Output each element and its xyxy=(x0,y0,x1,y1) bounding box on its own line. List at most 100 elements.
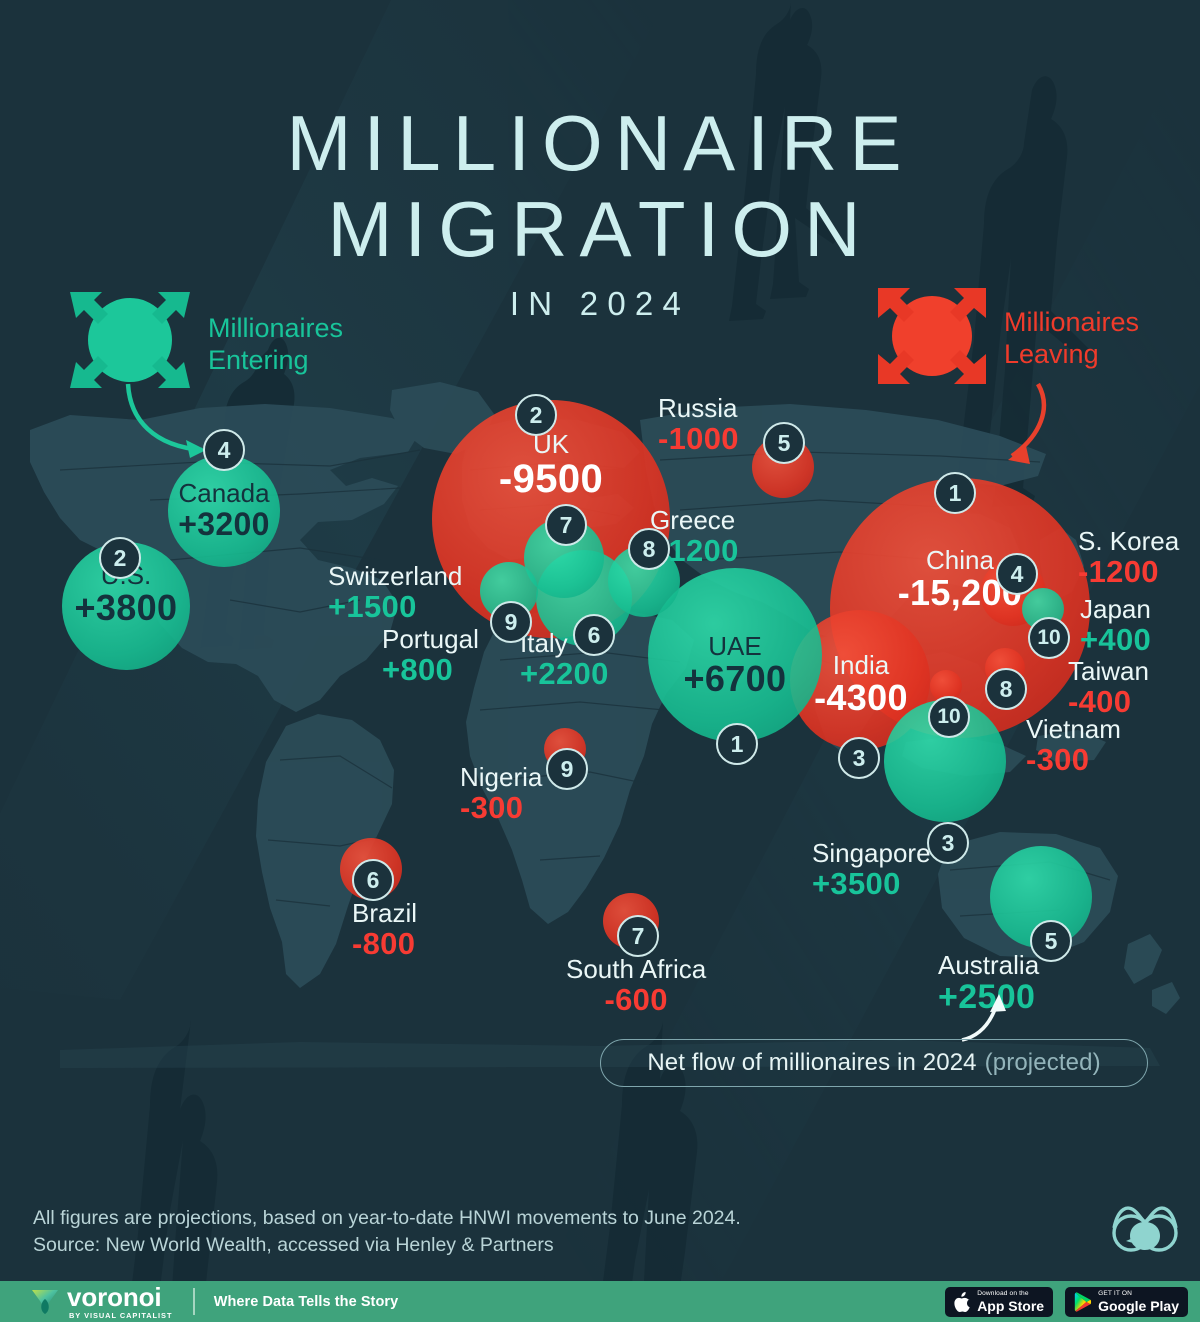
rank-badge-nigeria[interactable]: 9 xyxy=(546,748,588,790)
label-switzerland-value: +1500 xyxy=(328,589,417,624)
label-nigeria: Nigeria -300 xyxy=(460,762,542,824)
label-singapore-value: +3500 xyxy=(812,866,901,901)
title-line-2: MIGRATION xyxy=(327,185,873,273)
label-southafrica-value: -600 xyxy=(604,982,668,1017)
rank-badge-canada[interactable]: 4 xyxy=(203,429,245,471)
footnote-line-2: Source: New World Wealth, accessed via H… xyxy=(33,1234,554,1256)
google-play-big-label: Google Play xyxy=(1098,1298,1179,1315)
visual-capitalist-logo-icon xyxy=(1112,1206,1178,1252)
bubble-canada[interactable] xyxy=(168,455,280,567)
caption-qualifier: (projected) xyxy=(984,1049,1101,1076)
label-portugal: Portugal +800 xyxy=(382,624,479,686)
label-singapore: Singapore +3500 xyxy=(812,838,931,900)
rank-badge-japan[interactable]: 10 xyxy=(1028,617,1070,659)
subtitle: IN 2024 xyxy=(509,285,691,322)
legend-entering-line1: Millionaires xyxy=(208,313,344,343)
label-russia: Russia -1000 xyxy=(658,393,739,455)
entering-pointer-arrow xyxy=(125,383,206,458)
label-skorea-value: -1200 xyxy=(1078,554,1159,589)
voronoi-logo[interactable]: voronoi BY VISUAL CAPITALIST xyxy=(30,1284,172,1319)
label-italy: Italy +2200 xyxy=(520,628,609,690)
rank-badge-southafrica[interactable]: 7 xyxy=(617,915,659,957)
label-uae-value: +6700 xyxy=(683,658,787,699)
label-greece-name: Greece xyxy=(650,505,736,535)
rank-badge-china[interactable]: 1 xyxy=(934,472,976,514)
rank-badge-uae[interactable]: 1 xyxy=(716,723,758,765)
label-portugal-name: Portugal xyxy=(382,624,479,654)
label-brazil-value: -800 xyxy=(352,926,416,961)
label-taiwan: Taiwan -400 xyxy=(1068,656,1149,718)
legend-leaving-text: Millionaires Leaving xyxy=(1004,306,1139,370)
label-brazil-name: Brazil xyxy=(352,898,418,928)
label-brazil: Brazil -800 xyxy=(352,898,417,960)
rank-badge-greece[interactable]: 8 xyxy=(628,528,670,570)
legend-entering-line2: Entering xyxy=(208,345,309,375)
label-uae-name: UAE xyxy=(708,631,762,661)
rank-badge-switzerland[interactable]: 7 xyxy=(545,504,587,546)
rank-badge-uk[interactable]: 2 xyxy=(515,394,557,436)
label-australia-value: +2500 xyxy=(938,978,1036,1016)
caption-pill: Net flow of millionaires in 2024 (projec… xyxy=(600,1039,1148,1087)
rank-badge-vietnam[interactable]: 10 xyxy=(928,696,970,738)
rank-badge-india[interactable]: 3 xyxy=(838,737,880,779)
rank-badge-australia[interactable]: 5 xyxy=(1030,920,1072,962)
label-uk-name: UK xyxy=(532,429,570,459)
rank-badge-skorea[interactable]: 4 xyxy=(996,553,1038,595)
label-skorea: S. Korea -1200 xyxy=(1078,526,1179,588)
label-vietnam-value: -300 xyxy=(1026,742,1090,777)
legend-entering-text: Millionaires Entering xyxy=(208,312,343,376)
footer-bar: voronoi BY VISUAL CAPITALIST Where Data … xyxy=(0,1281,1200,1322)
rank-badge-usa[interactable]: 2 xyxy=(99,537,141,579)
rank-badge-italy[interactable]: 6 xyxy=(573,614,615,656)
voronoi-wordmark: voronoi xyxy=(67,1281,162,1312)
rank-badge-portugal[interactable]: 9 xyxy=(490,601,532,643)
label-nigeria-name: Nigeria xyxy=(460,762,543,792)
label-uk: UK -9500 xyxy=(462,429,640,500)
app-store-button[interactable]: Download on the App Store xyxy=(945,1287,1054,1317)
label-portugal-value: +800 xyxy=(382,652,454,687)
label-canada-name: Canada xyxy=(178,478,270,508)
google-play-small-label: GET IT ON xyxy=(1098,1289,1132,1297)
label-china: China -15,200 xyxy=(860,545,1060,612)
label-usa-value: +3800 xyxy=(74,587,178,628)
label-india-value: -4300 xyxy=(814,677,908,718)
label-southafrica: South Africa -600 xyxy=(566,954,706,1016)
rank-badge-singapore[interactable]: 3 xyxy=(927,822,969,864)
apple-icon xyxy=(954,1292,970,1312)
caption-text: Net flow of millionaires in 2024 xyxy=(647,1049,977,1076)
arrows-outward-icon xyxy=(878,288,986,384)
label-vietnam: Vietnam -300 xyxy=(1026,714,1121,776)
label-singapore-name: Singapore xyxy=(812,838,931,868)
legend-millionaires-leaving: Millionaires Leaving xyxy=(876,286,1139,390)
label-australia: Australia +2500 xyxy=(938,950,1039,1015)
footnote-line-1: All figures are projections, based on ye… xyxy=(33,1207,741,1229)
label-switzerland-name: Switzerland xyxy=(328,561,463,591)
label-uk-value: -9500 xyxy=(498,457,604,501)
rank-badge-taiwan[interactable]: 8 xyxy=(985,668,1027,710)
label-canada-value: +3200 xyxy=(178,506,270,542)
rank-badge-brazil[interactable]: 6 xyxy=(352,859,394,901)
label-italy-value: +2200 xyxy=(520,656,609,691)
leaving-pointer-arrow xyxy=(1008,382,1047,464)
footer-tagline: Where Data Tells the Story xyxy=(213,1293,399,1310)
app-store-small-label: Download on the xyxy=(977,1289,1029,1297)
label-canada: Canada +3200 xyxy=(164,478,284,541)
label-china-name: China xyxy=(926,545,994,575)
label-taiwan-name: Taiwan xyxy=(1068,656,1149,686)
label-taiwan-value: -400 xyxy=(1068,684,1132,719)
title-line-1: MILLIONAIRE xyxy=(286,99,914,187)
australia-caption-arrow xyxy=(961,994,1006,1042)
label-nigeria-value: -300 xyxy=(460,790,524,825)
label-skorea-name: S. Korea xyxy=(1078,526,1180,556)
google-play-button[interactable]: GET IT ON Google Play xyxy=(1065,1287,1188,1317)
rank-badge-russia[interactable]: 5 xyxy=(763,422,805,464)
app-store-big-label: App Store xyxy=(977,1298,1045,1315)
label-switzerland: Switzerland +1500 xyxy=(328,561,462,623)
label-india: India -4300 xyxy=(790,650,932,717)
label-uae: UAE +6700 xyxy=(648,631,822,698)
bubble-uae[interactable] xyxy=(648,568,822,742)
label-india-name: India xyxy=(832,650,890,680)
label-japan-value: +400 xyxy=(1080,622,1152,657)
voronoi-subbrand: BY VISUAL CAPITALIST xyxy=(69,1310,173,1320)
